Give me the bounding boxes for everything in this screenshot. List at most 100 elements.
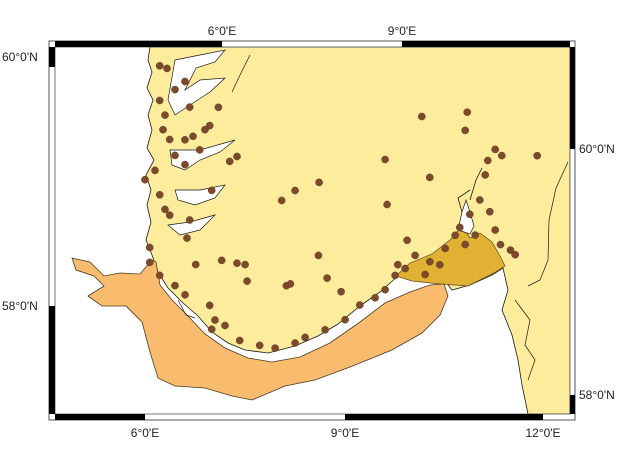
observation-point — [214, 103, 223, 112]
observation-point — [221, 321, 229, 330]
land-norway-sweden — [145, 47, 570, 414]
observation-point — [461, 126, 470, 135]
observation-point — [381, 155, 389, 164]
fjord-zone — [395, 225, 506, 287]
observation-point — [451, 231, 460, 240]
observation-point — [435, 260, 444, 269]
observation-point — [381, 285, 389, 294]
observation-point — [511, 250, 520, 259]
observation-point — [171, 281, 179, 290]
observation-point — [421, 270, 429, 279]
right-tick-60n: 60°0'N — [579, 142, 615, 156]
observation-point — [277, 196, 286, 205]
observation-point — [491, 145, 500, 154]
observation-point — [403, 236, 411, 245]
observation-point — [181, 135, 189, 144]
frame-top-black-1 — [55, 41, 222, 47]
observation-point — [155, 271, 164, 280]
observation-point — [425, 257, 434, 266]
observation-point — [151, 166, 159, 175]
frame-right-black-2 — [570, 395, 575, 414]
observation-point — [255, 341, 264, 350]
observation-point — [393, 260, 402, 269]
bottom-tick-12e: 12°0'E — [525, 426, 560, 440]
observation-point — [323, 274, 331, 282]
observation-point — [185, 103, 194, 111]
observation-point — [181, 160, 189, 169]
observation-point — [355, 301, 364, 309]
observation-point — [441, 244, 450, 253]
frame-bottom-black-1 — [55, 414, 145, 420]
observation-point — [161, 111, 169, 119]
frame-bottom-black-2 — [345, 414, 543, 420]
observation-point — [315, 178, 323, 187]
observation-point — [181, 290, 189, 299]
observation-point — [205, 301, 214, 310]
observation-point — [165, 211, 174, 219]
observation-point — [207, 186, 216, 195]
observation-point — [145, 243, 154, 252]
bottom-tick-6e: 6°0'E — [131, 426, 159, 440]
observation-point — [233, 152, 241, 161]
observation-point — [463, 108, 472, 116]
observation-point — [141, 175, 149, 184]
observation-point — [291, 186, 299, 195]
observation-point — [465, 210, 474, 219]
observation-point — [183, 234, 191, 242]
observation-point — [341, 315, 349, 324]
observation-point — [481, 171, 490, 179]
observation-point — [533, 151, 542, 160]
observation-point — [155, 62, 164, 70]
observation-point — [455, 223, 464, 232]
right-tick-58n: 58°0'N — [579, 388, 615, 402]
observation-point — [371, 293, 379, 302]
observation-point — [161, 205, 169, 214]
observation-point — [165, 135, 174, 144]
observation-point — [471, 231, 480, 239]
observation-points — [141, 62, 542, 352]
observation-point — [185, 216, 194, 224]
frame-left-black-2 — [49, 306, 55, 414]
observation-point — [171, 85, 179, 94]
observation-point — [155, 190, 164, 199]
frame-top-black-2 — [402, 41, 570, 47]
observation-point — [314, 251, 323, 260]
observation-point — [159, 125, 167, 134]
observation-point — [301, 333, 309, 342]
observation-point — [233, 259, 241, 268]
observation-point — [181, 77, 189, 86]
observation-point — [417, 112, 426, 121]
observation-point — [286, 280, 295, 288]
observation-point — [217, 256, 226, 265]
observation-point — [411, 251, 419, 260]
observation-point — [491, 226, 500, 234]
observation-point — [271, 344, 279, 352]
frame-right-black-1 — [570, 47, 575, 149]
observation-point — [195, 146, 204, 154]
observation-point — [241, 260, 249, 269]
observation-point — [337, 287, 345, 296]
observation-point — [171, 151, 179, 160]
frame-left-black-1 — [49, 47, 55, 67]
observation-point — [483, 156, 492, 165]
observation-point — [401, 264, 409, 273]
observation-point — [235, 336, 244, 345]
bottom-tick-9e: 9°0'E — [331, 426, 359, 440]
top-tick-9e: 9°0'E — [388, 24, 416, 38]
left-tick-58n: 58°0'N — [2, 299, 38, 313]
observation-point — [205, 121, 214, 130]
observation-point — [191, 260, 200, 269]
map-frame — [48, 40, 576, 421]
observation-point — [461, 240, 470, 249]
observation-point — [496, 240, 505, 249]
observation-point — [291, 339, 299, 347]
observation-point — [485, 207, 494, 216]
observation-point — [163, 64, 171, 73]
observation-point — [391, 271, 399, 280]
observation-point — [321, 325, 329, 334]
observation-point — [225, 157, 234, 166]
observation-point — [145, 258, 154, 267]
observation-point — [189, 132, 197, 141]
offshore-zone — [71, 257, 449, 401]
